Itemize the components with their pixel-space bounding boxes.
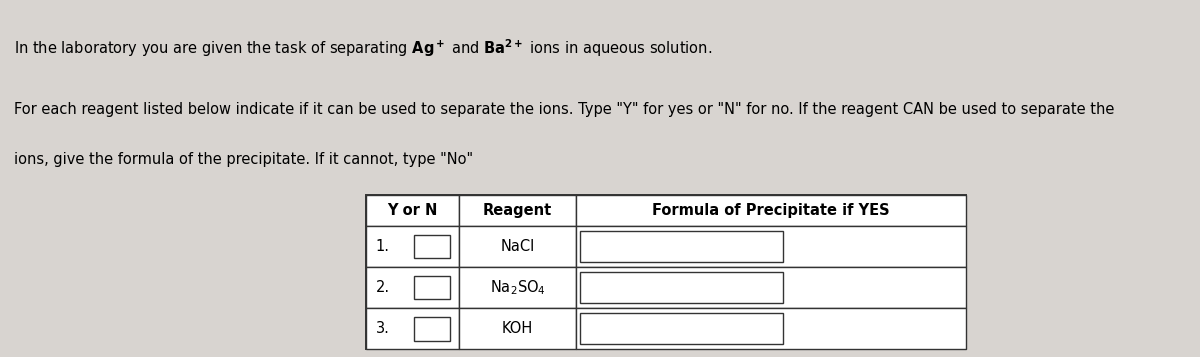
Bar	[458, 195, 576, 226]
Text: ions, give the formula of the precipitate. If it cannot, type "No": ions, give the formula of the precipitat…	[14, 152, 474, 167]
Bar	[458, 267, 576, 308]
Bar	[414, 235, 450, 258]
Bar	[458, 308, 576, 349]
Bar	[414, 276, 450, 300]
Text: 2.: 2.	[376, 280, 390, 295]
Bar	[366, 226, 458, 267]
Bar	[580, 272, 782, 303]
Text: For each reagent listed below indicate if it can be used to separate the ions. T: For each reagent listed below indicate i…	[14, 102, 1115, 117]
Bar	[576, 267, 966, 308]
Text: NaCl: NaCl	[500, 239, 535, 254]
Text: KOH: KOH	[502, 321, 533, 336]
Bar	[366, 267, 458, 308]
Bar	[458, 226, 576, 267]
Bar	[576, 308, 966, 349]
Bar	[366, 195, 966, 349]
Text: In the laboratory you are given the task of separating $\mathbf{Ag^+}$ and $\mat: In the laboratory you are given the task…	[14, 37, 713, 59]
Text: 1.: 1.	[376, 239, 390, 254]
Bar	[580, 231, 782, 262]
Bar	[414, 317, 450, 341]
Text: Y or N: Y or N	[388, 203, 438, 218]
Text: 3.: 3.	[376, 321, 390, 336]
Bar	[576, 195, 966, 226]
Text: Formula of Precipitate if YES: Formula of Precipitate if YES	[652, 203, 890, 218]
Bar	[366, 308, 458, 349]
Bar	[580, 313, 782, 344]
Text: Reagent: Reagent	[482, 203, 552, 218]
Bar	[576, 226, 966, 267]
Text: Na$_2$SO$_4$: Na$_2$SO$_4$	[490, 278, 546, 297]
Bar	[366, 195, 458, 226]
